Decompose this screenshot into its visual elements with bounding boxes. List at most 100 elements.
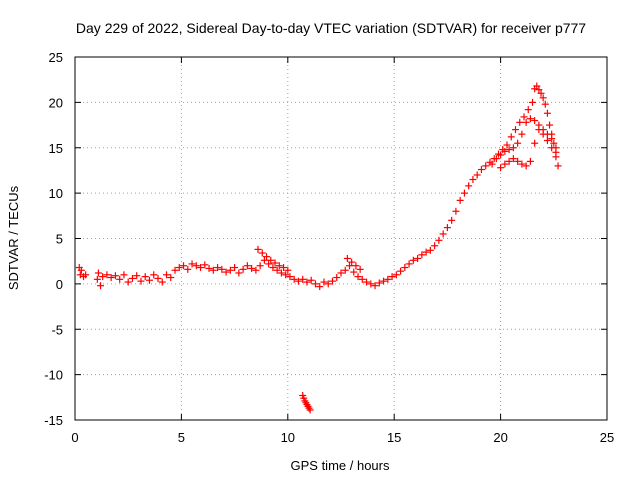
data-point: [354, 273, 362, 281]
y-tick-label: 5: [56, 232, 63, 247]
y-tick-label: 15: [49, 141, 63, 156]
data-point: [197, 264, 205, 272]
data-point: [171, 266, 179, 274]
data-point: [137, 277, 145, 285]
data-point: [435, 236, 443, 244]
y-tick-label: 20: [49, 95, 63, 110]
data-point: [231, 264, 239, 272]
data-point: [311, 280, 319, 288]
data-point: [320, 278, 328, 286]
data-point: [388, 273, 396, 281]
data-point: [505, 146, 513, 154]
data-point: [333, 274, 341, 282]
data-point: [492, 155, 500, 163]
y-tick-label: 0: [56, 277, 63, 292]
data-point: [226, 266, 234, 274]
data-point: [518, 130, 526, 138]
data-point: [269, 264, 277, 272]
data-point: [154, 274, 162, 282]
data-point: [543, 109, 551, 117]
data-point: [99, 273, 107, 281]
data-point: [552, 153, 560, 161]
data-point: [77, 266, 85, 274]
data-point: [488, 160, 496, 168]
data-point: [128, 274, 136, 282]
data-point: [133, 272, 141, 280]
y-tick-label: 25: [49, 50, 63, 65]
data-point: [192, 262, 200, 270]
data-point: [497, 164, 505, 172]
data-point: [180, 262, 188, 270]
tick-layer: 0 5 10 15 20 25 -15 -10 -5 0 5 10 15 20 25: [44, 50, 614, 445]
data-point: [167, 274, 175, 282]
data-point: [465, 182, 473, 190]
data-point: [145, 276, 153, 284]
data-point: [414, 254, 422, 262]
data-point: [516, 118, 524, 126]
data-point: [392, 271, 400, 279]
data-point: [356, 265, 364, 273]
data-point: [439, 230, 447, 238]
data-point: [348, 258, 356, 266]
data-point: [184, 265, 192, 273]
data-point: [543, 136, 551, 144]
data-point: [514, 157, 522, 165]
data-points: [75, 82, 562, 414]
data-point: [443, 224, 451, 232]
data-point: [548, 144, 556, 152]
x-tick-label: 15: [387, 430, 401, 445]
data-point: [275, 262, 283, 270]
data-point: [375, 279, 383, 287]
data-point: [448, 216, 456, 224]
data-point: [254, 245, 262, 253]
data-point: [501, 160, 509, 168]
data-point: [460, 189, 468, 197]
data-point: [473, 171, 481, 179]
data-point: [256, 262, 264, 270]
y-tick-label: 10: [49, 186, 63, 201]
data-point: [103, 271, 111, 279]
chart-title: Day 229 of 2022, Sidereal Day-to-day VTE…: [76, 20, 586, 36]
data-point: [397, 267, 405, 275]
plot-frame: [74, 56, 608, 421]
data-point: [358, 275, 366, 283]
data-point: [535, 86, 543, 94]
data-point: [505, 157, 513, 165]
data-point: [405, 260, 413, 268]
data-point: [260, 256, 268, 264]
data-point: [107, 274, 115, 282]
x-tick-label: 20: [493, 430, 507, 445]
data-point: [514, 139, 522, 147]
data-point: [111, 272, 119, 280]
data-point: [163, 271, 171, 279]
data-point: [548, 135, 556, 143]
data-point: [426, 246, 434, 254]
data-point: [507, 133, 515, 141]
data-point: [539, 130, 547, 138]
data-point: [82, 271, 90, 279]
data-point: [497, 151, 505, 159]
data-point: [150, 271, 158, 279]
data-point: [271, 259, 279, 267]
data-point: [554, 162, 562, 170]
data-point: [273, 266, 281, 274]
grid-layer: [75, 57, 607, 420]
data-point: [201, 261, 209, 269]
data-point: [522, 162, 530, 170]
data-point: [120, 271, 128, 279]
data-point: [265, 260, 273, 268]
data-point: [409, 256, 417, 264]
x-tick-label: 0: [71, 430, 78, 445]
data-point: [252, 266, 260, 274]
data-point: [243, 262, 251, 270]
data-point: [501, 147, 509, 155]
y-tick-label: -15: [44, 413, 63, 428]
data-point: [299, 275, 307, 283]
data-point: [380, 277, 388, 285]
data-point: [518, 160, 526, 168]
data-point: [352, 262, 360, 270]
data-point: [258, 249, 266, 257]
x-tick-label: 5: [178, 430, 185, 445]
data-point: [248, 264, 256, 272]
